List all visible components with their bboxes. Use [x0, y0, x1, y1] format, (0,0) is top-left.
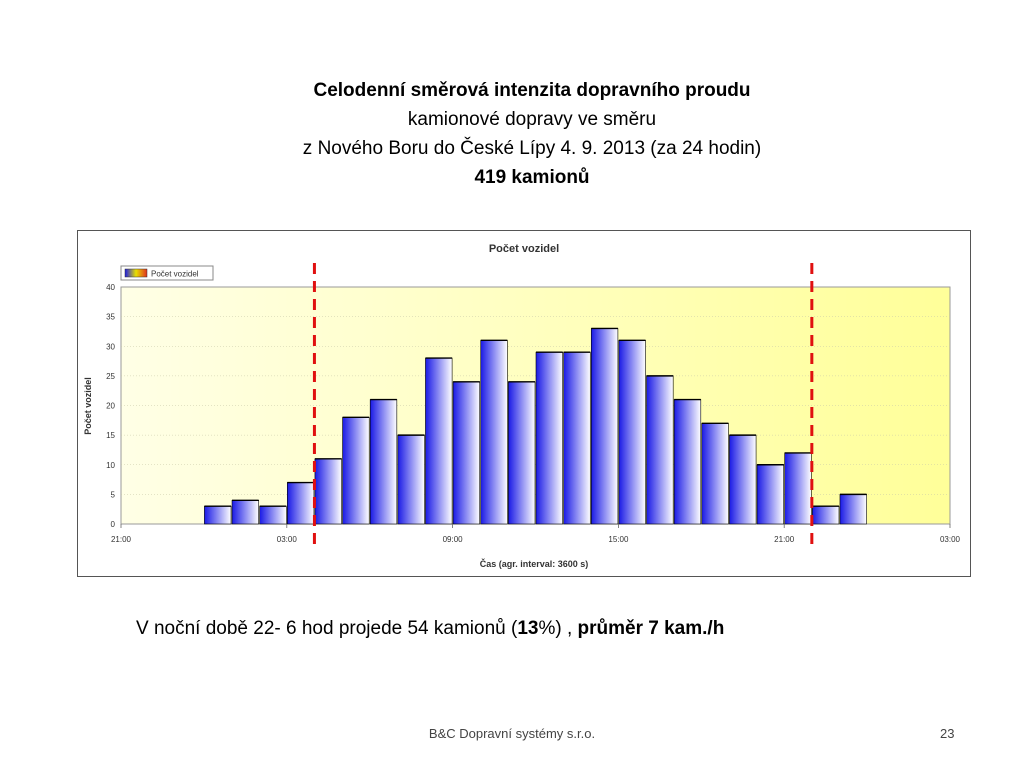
y-tick-label: 5 [111, 490, 116, 499]
bar [784, 452, 812, 525]
bar [673, 399, 702, 525]
legend-label: Počet vozidel [151, 270, 199, 279]
summary-text-1: V noční době 22- 6 hod projede 54 kamion… [136, 618, 518, 639]
bar [590, 328, 619, 525]
slide-subtitle-1: kamionové dopravy ve směru [407, 109, 657, 130]
slide-title: Celodenní směrová intenzita dopravního p… [313, 80, 751, 101]
x-tick-label: 21:00 [111, 535, 132, 544]
bar [369, 399, 398, 525]
bar [508, 381, 536, 525]
summary-text-2: %) , [538, 618, 578, 639]
x-tick-label: 03:00 [940, 535, 961, 544]
bar [812, 505, 840, 525]
summary-average: průměr 7 kam./h [577, 618, 725, 639]
bar [701, 422, 729, 525]
slide-subtitle-2: z Nového Boru do České Lípy 4. 9. 2013 (… [302, 138, 762, 159]
bar [287, 482, 315, 525]
y-tick-label: 0 [111, 520, 116, 529]
bar [314, 458, 342, 525]
reference-lines [312, 263, 814, 547]
footer-company: B&C Dopravní systémy s.r.o. [428, 726, 596, 741]
night-summary: V noční době 22- 6 hod projede 54 kamion… [136, 618, 724, 640]
y-tick-label: 40 [106, 283, 115, 292]
bar [259, 505, 287, 525]
x-axis-ticks: 21:00 03:00 09:00 15:00 21:00 03:00 [111, 524, 961, 544]
y-tick-label: 35 [106, 313, 115, 322]
bar [204, 505, 232, 525]
bar [342, 417, 370, 525]
x-tick-label: 21:00 [774, 535, 795, 544]
y-tick-label: 20 [106, 402, 115, 411]
y-axis-label: Počet vozidel [83, 377, 93, 435]
bar [231, 499, 259, 525]
bar-series [204, 327, 867, 525]
x-tick-label: 15:00 [608, 535, 629, 544]
bar [839, 494, 867, 525]
page-number: 23 [940, 726, 955, 741]
bar [480, 340, 508, 525]
y-axis-ticks: 0 5 10 15 20 25 30 35 40 [106, 283, 115, 529]
x-tick-label: 09:00 [443, 535, 464, 544]
bar [618, 340, 646, 525]
chart-title: Počet vozidel [489, 243, 559, 255]
bar [729, 434, 757, 525]
legend-swatch [124, 268, 148, 278]
bar [425, 357, 453, 525]
slide-total-count: 419 kamionů [474, 167, 590, 188]
y-tick-label: 25 [106, 372, 115, 381]
chart-frame: 0 5 10 15 20 25 30 35 40 21:00 03:00 09:00 15:00 21:… [77, 230, 971, 577]
y-tick-label: 15 [106, 431, 115, 440]
bar [646, 375, 674, 525]
x-tick-label: 03:00 [277, 535, 298, 544]
bar [563, 351, 591, 525]
y-tick-label: 30 [106, 342, 115, 351]
summary-percent: 13 [517, 618, 539, 639]
slide-title-block: Celodenní směrová intenzita dopravního p… [0, 76, 1024, 192]
y-tick-label: 10 [106, 461, 115, 470]
bar [535, 351, 563, 525]
bar [397, 434, 425, 525]
legend: Počet vozidel [120, 265, 214, 281]
bar [452, 381, 481, 525]
x-axis-label: Čas (agr. interval: 3600 s) [480, 558, 589, 569]
bar [756, 464, 784, 525]
